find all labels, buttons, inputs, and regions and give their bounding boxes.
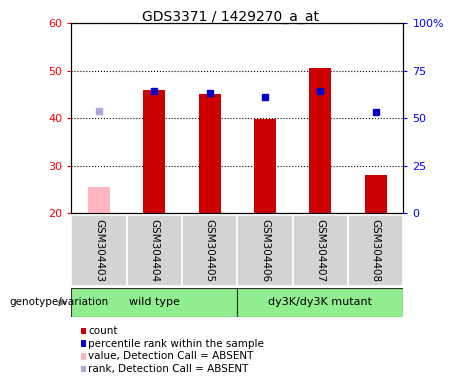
Text: GSM304407: GSM304407 <box>315 219 325 282</box>
Bar <box>71 288 237 317</box>
Bar <box>143 89 165 213</box>
Bar <box>127 215 182 286</box>
Bar <box>309 68 331 213</box>
Bar <box>237 215 293 286</box>
Text: GDS3371 / 1429270_a_at: GDS3371 / 1429270_a_at <box>142 10 319 23</box>
Text: value, Detection Call = ABSENT: value, Detection Call = ABSENT <box>88 351 254 361</box>
Bar <box>88 187 110 213</box>
Bar <box>293 215 348 286</box>
Text: percentile rank within the sample: percentile rank within the sample <box>88 339 264 349</box>
Bar <box>71 215 127 286</box>
Text: GSM304404: GSM304404 <box>149 219 160 282</box>
Bar <box>237 288 403 317</box>
Bar <box>199 94 221 213</box>
Bar <box>254 119 276 213</box>
Text: genotype/variation: genotype/variation <box>9 297 108 307</box>
Text: GSM304408: GSM304408 <box>371 219 381 282</box>
Bar <box>348 215 403 286</box>
Bar <box>365 175 387 213</box>
Bar <box>182 215 237 286</box>
Text: wild type: wild type <box>129 297 180 308</box>
Text: count: count <box>88 326 118 336</box>
Text: GSM304405: GSM304405 <box>205 219 215 282</box>
Text: dy3K/dy3K mutant: dy3K/dy3K mutant <box>268 297 372 308</box>
Text: rank, Detection Call = ABSENT: rank, Detection Call = ABSENT <box>88 364 248 374</box>
Text: GSM304406: GSM304406 <box>260 219 270 282</box>
Text: GSM304403: GSM304403 <box>94 219 104 282</box>
